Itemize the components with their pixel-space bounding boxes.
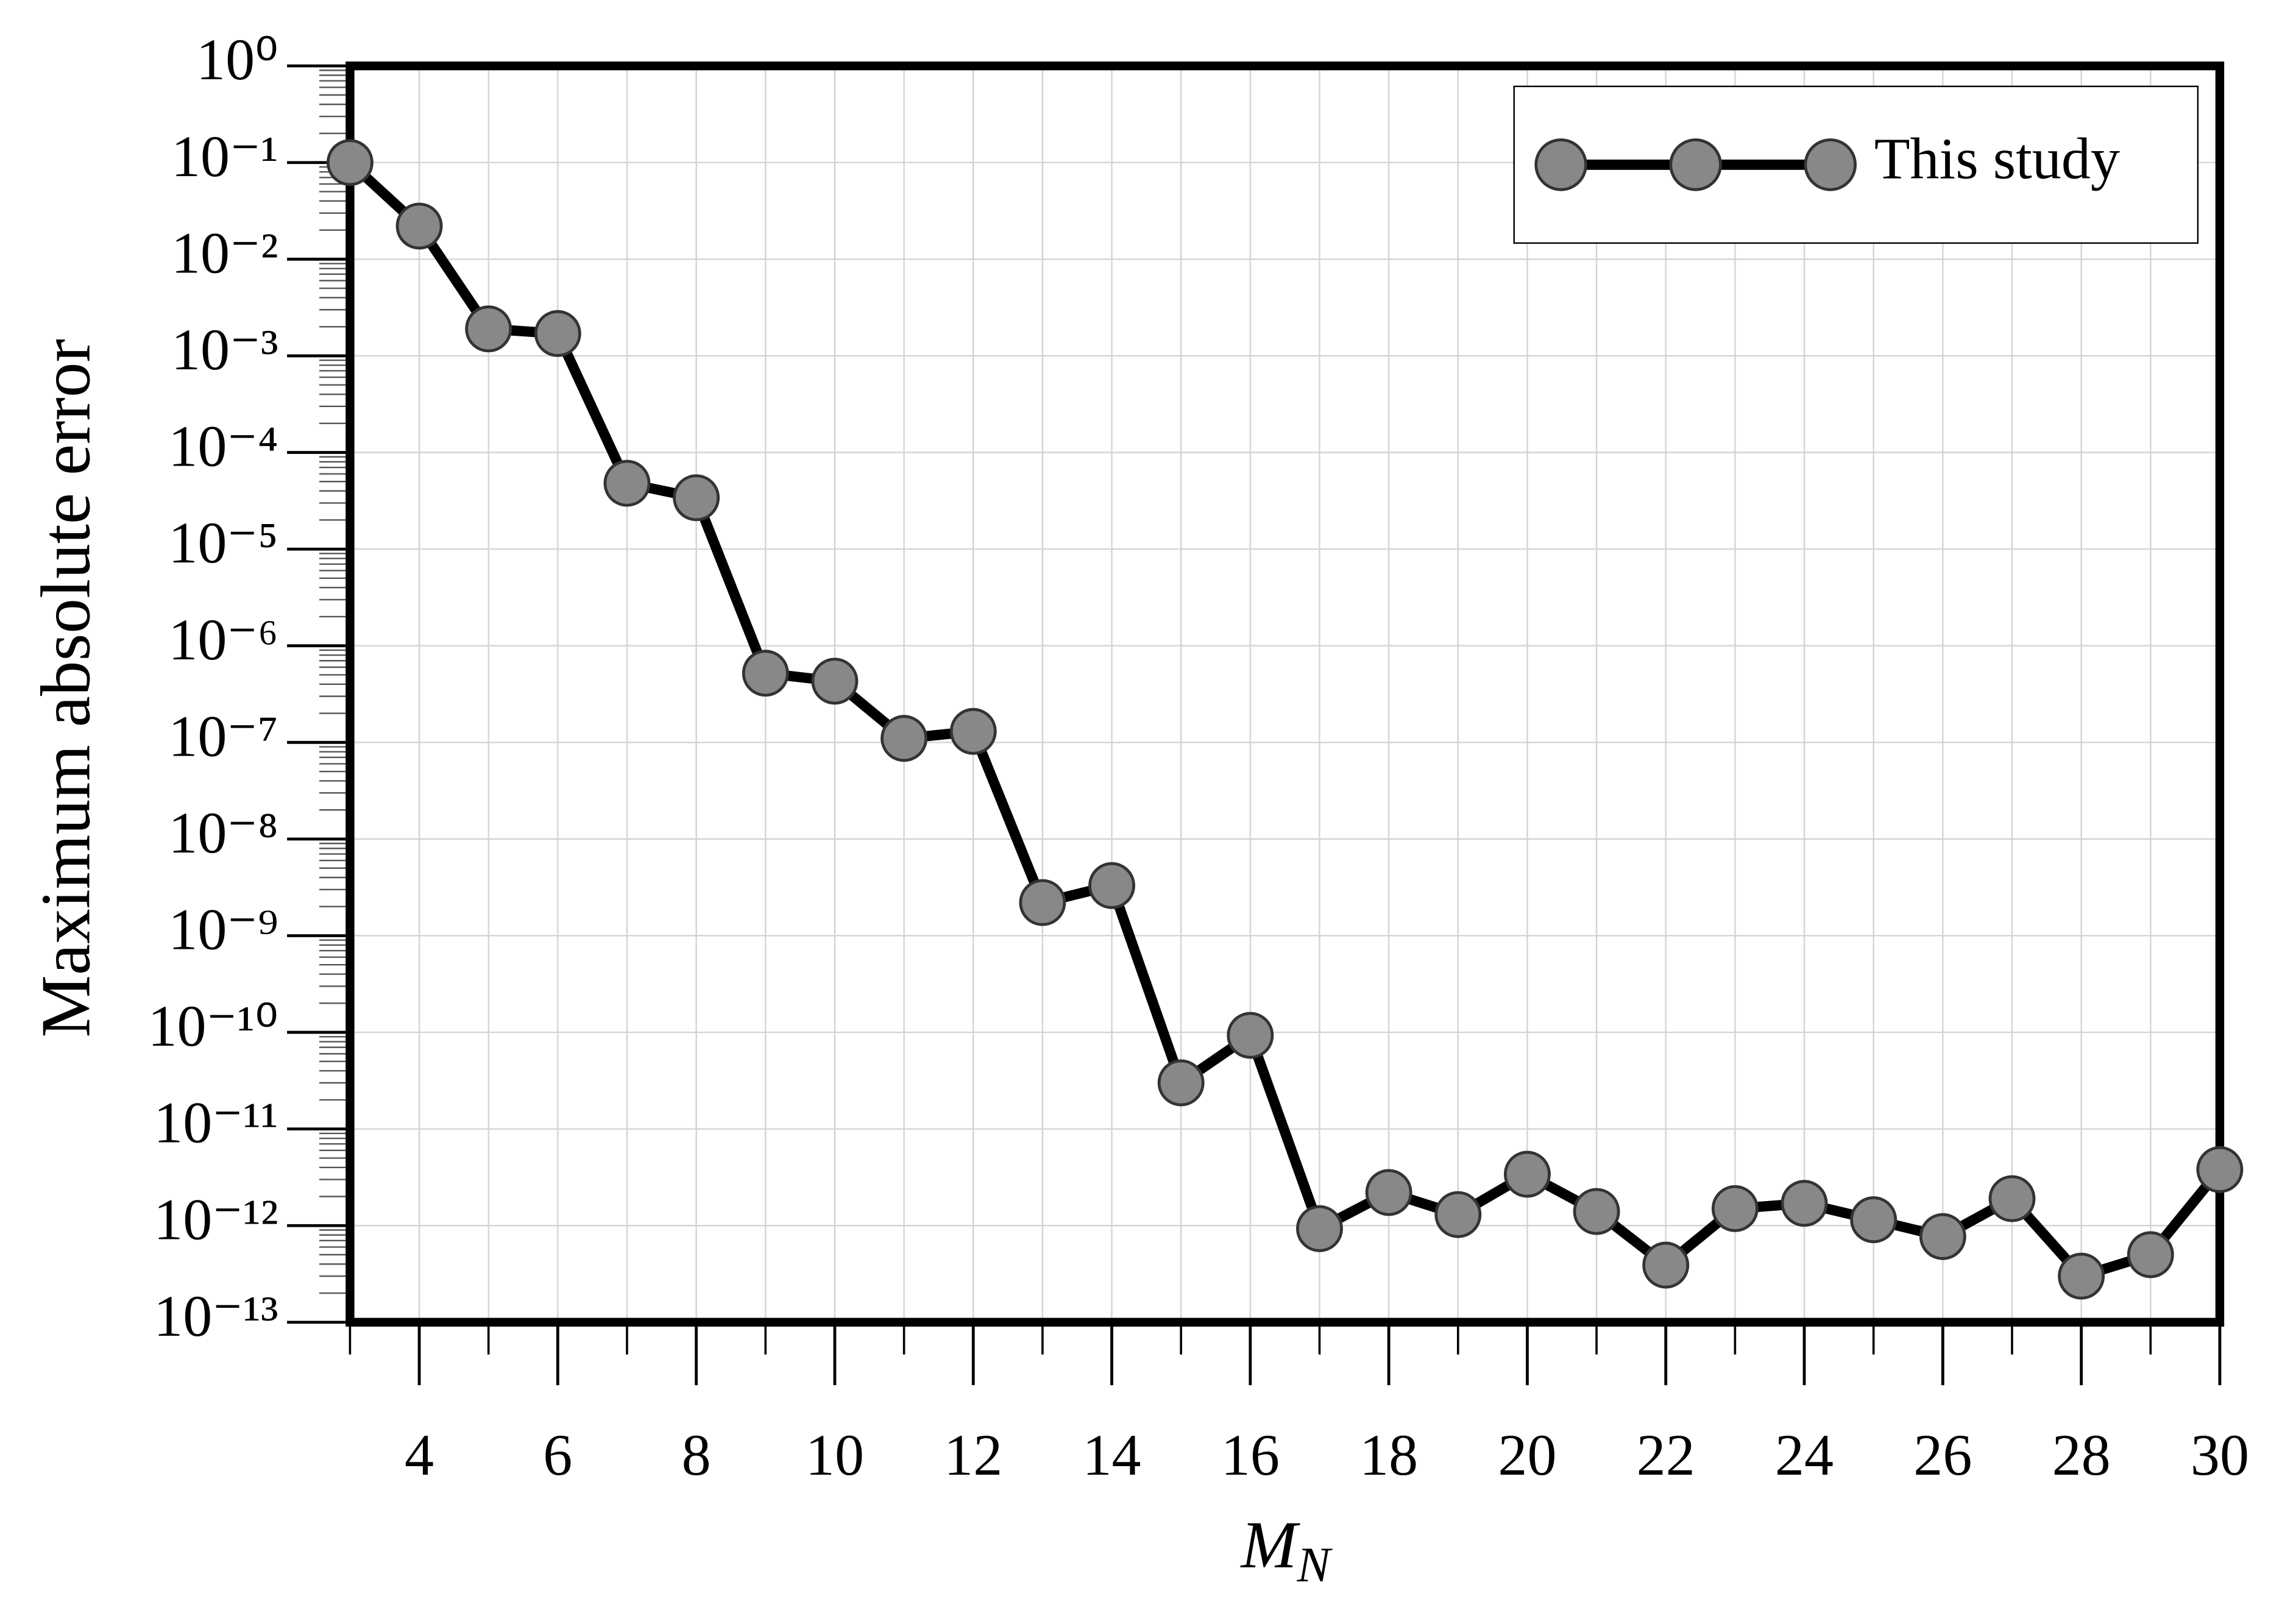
x-tick-label: 12 [944, 1422, 1002, 1487]
series-marker [2127, 1231, 2174, 1278]
x-tick-label: 30 [2191, 1422, 2249, 1487]
series-marker [1988, 1175, 2036, 1222]
series-line [346, 158, 2224, 1282]
series-marker [673, 474, 720, 522]
series-marker [534, 310, 581, 357]
legend-marker [1669, 138, 1722, 191]
series-marker [465, 305, 512, 353]
series-marker [742, 650, 789, 697]
y-tick-label: 10⁻⁵ [168, 510, 278, 575]
y-tick-label: 10⁻⁶ [168, 607, 278, 672]
y-axis-label: Maximum absolute error [27, 339, 105, 1038]
x-tick-label: 20 [1498, 1422, 1556, 1487]
x-tick-label: 22 [1637, 1422, 1695, 1487]
y-tick-label: 10⁻¹⁰ [147, 993, 278, 1058]
x-axis-label: MN [1240, 1508, 1333, 1592]
x-tick-label: 24 [1775, 1422, 1834, 1487]
series-marker [603, 459, 651, 507]
x-label-subscript: N [1297, 1537, 1333, 1592]
x-tick-label: 18 [1359, 1422, 1418, 1487]
series-marker [1573, 1188, 1620, 1235]
series-marker [880, 715, 928, 762]
series-marker [1850, 1196, 1897, 1244]
x-tick-label: 4 [405, 1422, 434, 1487]
series-marker [949, 707, 997, 755]
series-marker [1227, 1012, 1274, 1059]
legend-label: This study [1874, 126, 2120, 191]
x-tick-label: 8 [682, 1422, 711, 1487]
series-marker [1642, 1241, 1690, 1289]
series-marker [1157, 1059, 1205, 1107]
x-tick-label: 14 [1082, 1422, 1141, 1487]
x-tick-label: 6 [543, 1422, 572, 1487]
y-tick-label: 10⁻⁷ [168, 703, 278, 768]
series-marker [1504, 1150, 1551, 1198]
legend-marker [1804, 138, 1857, 191]
x-tick-label: 16 [1221, 1422, 1280, 1487]
series-marker [1365, 1169, 1412, 1216]
y-tick-label: 10⁻¹² [154, 1186, 278, 1252]
series-marker [1434, 1191, 1482, 1238]
series-marker [1296, 1205, 1343, 1252]
x-label-main: M [1240, 1508, 1301, 1582]
series-marker [1088, 862, 1135, 909]
y-tick-label: 10⁻⁹ [168, 897, 278, 962]
series-marker [2058, 1252, 2105, 1300]
legend-marker [1534, 138, 1587, 191]
y-tick-label: 10⁻⁴ [168, 414, 278, 479]
series-marker [1919, 1213, 1966, 1260]
series-marker [1780, 1180, 1828, 1227]
series-marker [1711, 1185, 1759, 1232]
y-tick-label: 10⁻¹¹ [154, 1090, 278, 1155]
series-marker [811, 658, 859, 705]
y-tick-label: 10⁰ [196, 27, 278, 92]
series-marker [326, 139, 374, 186]
x-tick-label: 28 [2052, 1422, 2111, 1487]
series-marker [395, 202, 443, 250]
x-tick-label: 10 [806, 1422, 864, 1487]
y-tick-label: 10⁻³ [171, 317, 278, 382]
y-tick-label: 10⁻¹³ [154, 1283, 278, 1349]
legend: This study [1513, 85, 2199, 244]
x-tick-label: 26 [1913, 1422, 1972, 1487]
y-tick-label: 10⁻¹ [171, 124, 278, 189]
series-marker [2196, 1146, 2244, 1193]
series-marker [1019, 879, 1066, 926]
y-tick-label: 10⁻² [171, 220, 278, 285]
y-tick-label: 10⁻⁸ [168, 800, 278, 865]
plot-frame [345, 61, 2225, 1327]
